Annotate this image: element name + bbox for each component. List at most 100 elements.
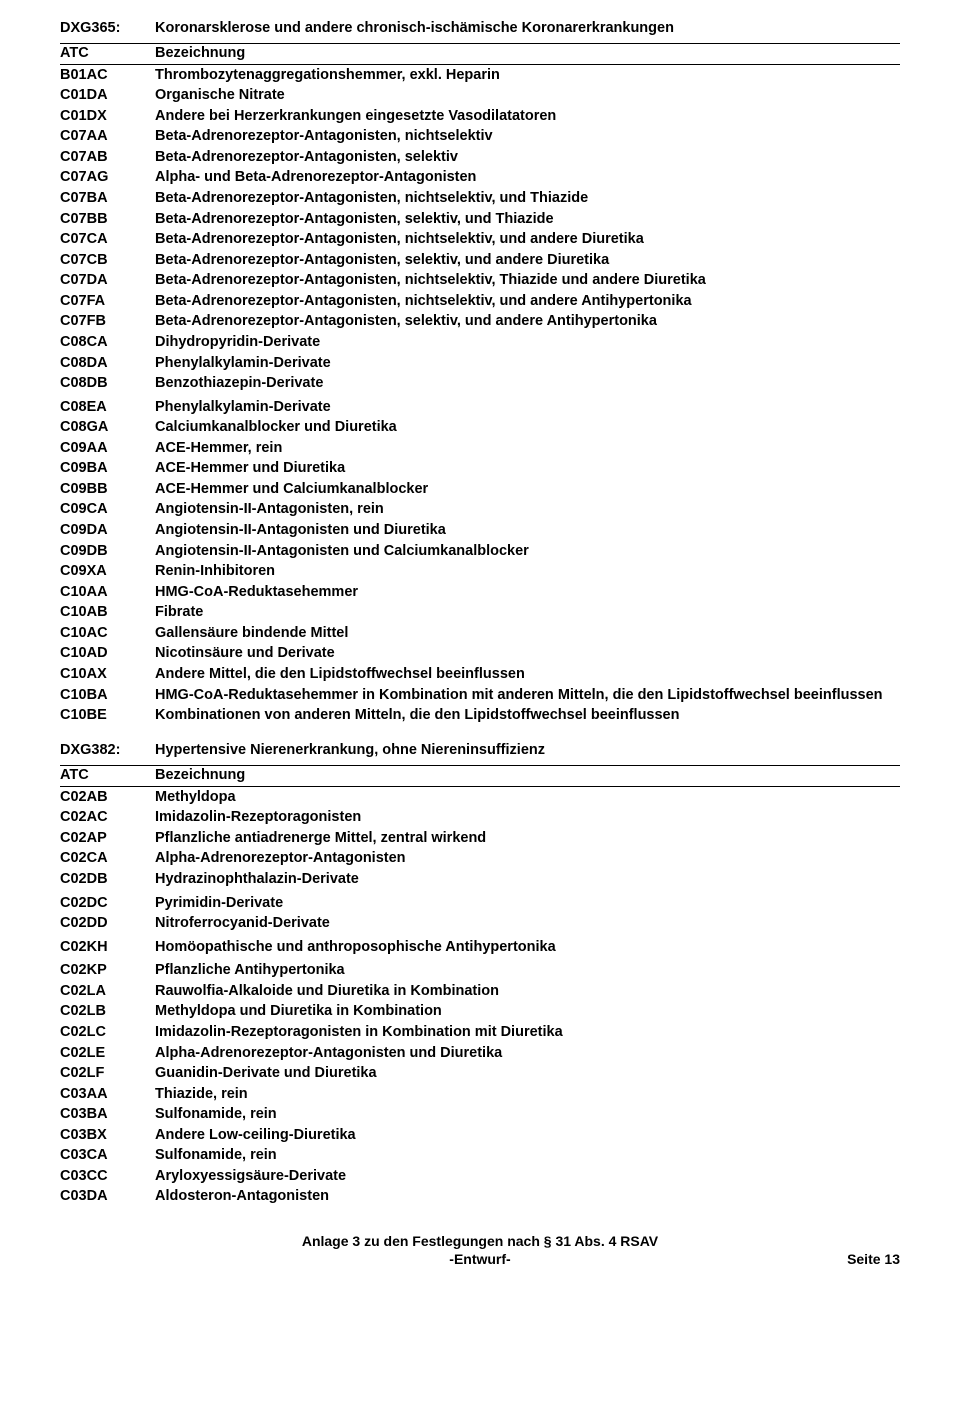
row-code: C09BB	[60, 479, 155, 500]
row-code: C09AA	[60, 438, 155, 459]
row-desc: Pflanzliche antiadrenerge Mittel, zentra…	[155, 828, 900, 849]
row-desc: Gallensäure bindende Mittel	[155, 623, 900, 644]
section2-code: DXG382:	[60, 740, 155, 761]
table-row: C07ABBeta-Adrenorezeptor-Antagonisten, s…	[60, 147, 900, 168]
row-desc: Beta-Adrenorezeptor-Antagonisten, selekt…	[155, 312, 900, 333]
table-row: C09DBAngiotensin-II-Antagonisten und Cal…	[60, 541, 900, 562]
table-row: C01DAOrganische Nitrate	[60, 86, 900, 107]
table-row: C02LEAlpha-Adrenorezeptor-Antagonisten u…	[60, 1043, 900, 1064]
table-row: C03DAAldosteron-Antagonisten	[60, 1187, 900, 1208]
row-code: C07BA	[60, 189, 155, 210]
section2-header-table: DXG382: Hypertensive Nierenerkrankung, o…	[60, 740, 900, 761]
table-row: B01ACThrombozytenaggregationshemmer, exk…	[60, 65, 900, 86]
row-desc: Methyldopa	[155, 787, 900, 808]
row-desc: Aryloxyessigsäure-Derivate	[155, 1166, 900, 1187]
row-code: C02LA	[60, 981, 155, 1002]
row-desc: ACE-Hemmer und Calciumkanalblocker	[155, 479, 900, 500]
row-code: C02AP	[60, 828, 155, 849]
table-row: C09XARenin-Inhibitoren	[60, 562, 900, 583]
row-code: C02KP	[60, 961, 155, 982]
row-desc: Pflanzliche Antihypertonika	[155, 961, 900, 982]
table-row: C07AABeta-Adrenorezeptor-Antagonisten, n…	[60, 127, 900, 148]
section1-header-table: DXG365: Koronarsklerose und andere chron…	[60, 18, 900, 39]
table-row: C07BABeta-Adrenorezeptor-Antagonisten, n…	[60, 189, 900, 210]
row-code: C09CA	[60, 500, 155, 521]
row-desc: Hydrazinophthalazin-Derivate	[155, 870, 900, 891]
row-desc: Rauwolfia-Alkaloide und Diuretika in Kom…	[155, 981, 900, 1002]
table-row: C09DAAngiotensin-II-Antagonisten und Diu…	[60, 521, 900, 542]
row-desc: Andere Mittel, die den Lipidstoffwechsel…	[155, 664, 900, 685]
row-code: C07CA	[60, 230, 155, 251]
row-desc: Beta-Adrenorezeptor-Antagonisten, selekt…	[155, 209, 900, 230]
table-row: C09BAACE-Hemmer und Diuretika	[60, 459, 900, 480]
row-desc: Aldosteron-Antagonisten	[155, 1187, 900, 1208]
row-code: C09BA	[60, 459, 155, 480]
row-desc: Beta-Adrenorezeptor-Antagonisten, selekt…	[155, 250, 900, 271]
row-code: C09XA	[60, 562, 155, 583]
table-row: C01DXAndere bei Herzerkrankungen eingese…	[60, 106, 900, 127]
row-code: C02LE	[60, 1043, 155, 1064]
row-code: C10BE	[60, 706, 155, 727]
row-desc: Nicotinsäure und Derivate	[155, 644, 900, 665]
row-desc: Beta-Adrenorezeptor-Antagonisten, nichts…	[155, 291, 900, 312]
table-row: C07BBBeta-Adrenorezeptor-Antagonisten, s…	[60, 209, 900, 230]
row-code: C07DA	[60, 271, 155, 292]
footer: Anlage 3 zu den Festlegungen nach § 31 A…	[60, 1232, 900, 1270]
section2-header-left: ATC	[60, 766, 155, 787]
table-row: C02LARauwolfia-Alkaloide und Diuretika i…	[60, 981, 900, 1002]
row-code: C07BB	[60, 209, 155, 230]
row-code: C02DC	[60, 893, 155, 914]
table-row: C10AAHMG-CoA-Reduktasehemmer	[60, 582, 900, 603]
section2-table: C02ABMethyldopaC02ACImidazolin-Rezeptora…	[60, 787, 900, 1207]
table-row: C07CABeta-Adrenorezeptor-Antagonisten, n…	[60, 230, 900, 251]
row-code: C01DA	[60, 86, 155, 107]
table-row: C10ACGallensäure bindende Mittel	[60, 623, 900, 644]
row-desc: HMG-CoA-Reduktasehemmer	[155, 582, 900, 603]
row-desc: Andere Low-ceiling-Diuretika	[155, 1125, 900, 1146]
table-row: C07FBBeta-Adrenorezeptor-Antagonisten, s…	[60, 312, 900, 333]
row-code: C10BA	[60, 685, 155, 706]
table-row: C10BAHMG-CoA-Reduktasehemmer in Kombinat…	[60, 685, 900, 706]
row-desc: ACE-Hemmer, rein	[155, 438, 900, 459]
row-desc: Guanidin-Derivate und Diuretika	[155, 1064, 900, 1085]
row-desc: Alpha- und Beta-Adrenorezeptor-Antagonis…	[155, 168, 900, 189]
table-row: C07FABeta-Adrenorezeptor-Antagonisten, n…	[60, 291, 900, 312]
table-row: C02KPPflanzliche Antihypertonika	[60, 961, 900, 982]
row-code: C07AA	[60, 127, 155, 148]
row-code: C08GA	[60, 418, 155, 439]
row-code: C03CA	[60, 1146, 155, 1167]
row-desc: Organische Nitrate	[155, 86, 900, 107]
table-row: C02CAAlpha-Adrenorezeptor-Antagonisten	[60, 849, 900, 870]
table-row: C10ADNicotinsäure und Derivate	[60, 644, 900, 665]
row-desc: Dihydropyridin-Derivate	[155, 332, 900, 353]
row-desc: Angiotensin-II-Antagonisten und Diuretik…	[155, 521, 900, 542]
row-desc: Imidazolin-Rezeptoragonisten	[155, 808, 900, 829]
row-code: C02DD	[60, 914, 155, 935]
table-row: C08CADihydropyridin-Derivate	[60, 332, 900, 353]
table-row: C03BASulfonamide, rein	[60, 1105, 900, 1126]
row-desc: HMG-CoA-Reduktasehemmer in Kombination m…	[155, 685, 900, 706]
row-desc: Alpha-Adrenorezeptor-Antagonisten	[155, 849, 900, 870]
table-row: C08GACalciumkanalblocker und Diuretika	[60, 418, 900, 439]
table-row: C02DDNitroferrocyanid-Derivate	[60, 914, 900, 935]
row-code: C01DX	[60, 106, 155, 127]
row-code: C02LC	[60, 1022, 155, 1043]
row-desc: Methyldopa und Diuretika in Kombination	[155, 1002, 900, 1023]
footer-page: Seite 13	[847, 1250, 900, 1269]
row-desc: Benzothiazepin-Derivate	[155, 374, 900, 395]
row-code: C08CA	[60, 332, 155, 353]
table-row: C08DBBenzothiazepin-Derivate	[60, 374, 900, 395]
table-row: C02LCImidazolin-Rezeptoragonisten in Kom…	[60, 1022, 900, 1043]
row-desc: Imidazolin-Rezeptoragonisten in Kombinat…	[155, 1022, 900, 1043]
section1-header-left: ATC	[60, 44, 155, 65]
row-desc: Phenylalkylamin-Derivate	[155, 397, 900, 418]
row-desc: Sulfonamide, rein	[155, 1105, 900, 1126]
section1-title: Koronarsklerose und andere chronisch-isc…	[155, 18, 900, 39]
row-code: C02CA	[60, 849, 155, 870]
table-row: C09CAAngiotensin-II-Antagonisten, rein	[60, 500, 900, 521]
row-desc: Pyrimidin-Derivate	[155, 893, 900, 914]
row-code: C03AA	[60, 1084, 155, 1105]
row-code: C07FA	[60, 291, 155, 312]
table-row: C03BXAndere Low-ceiling-Diuretika	[60, 1125, 900, 1146]
row-code: C09DA	[60, 521, 155, 542]
